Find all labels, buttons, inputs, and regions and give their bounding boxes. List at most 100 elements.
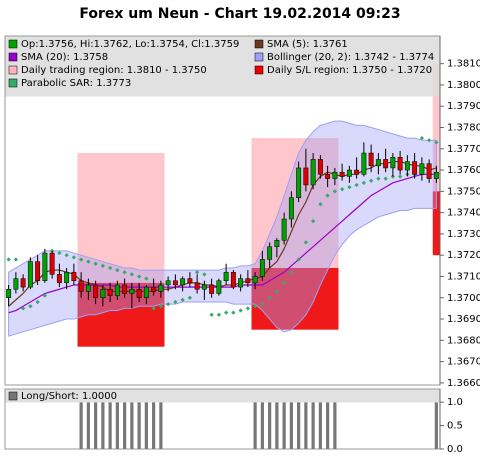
legend-swatch	[8, 39, 18, 49]
legend-box	[5, 389, 440, 403]
y-tick-label: 1.3710	[447, 271, 480, 282]
sar-dot	[282, 280, 287, 285]
bar	[101, 402, 105, 449]
legend-label: Daily S/L region: 1.3750 - 1.3720	[267, 65, 432, 76]
candle-body	[368, 152, 374, 167]
bar	[79, 402, 83, 449]
y-tick-label: 1.3680	[447, 335, 480, 346]
legend-label: Long/Short: 1.0000	[21, 391, 117, 402]
candle-body	[71, 271, 77, 281]
bar	[434, 402, 438, 449]
sar-dot	[180, 297, 185, 302]
candle-body	[346, 169, 352, 177]
candle-body	[238, 278, 244, 288]
candle-body	[143, 286, 149, 298]
bar	[289, 402, 293, 449]
sar-dot	[137, 274, 142, 279]
sar-dot	[296, 257, 301, 262]
candle-body	[281, 218, 287, 241]
sar-dot	[267, 295, 272, 300]
bar	[159, 402, 163, 449]
y-tick-label: 1.0	[447, 397, 463, 408]
candle-body	[129, 288, 135, 294]
sar-dot	[209, 312, 214, 317]
y-tick-label: 1.3770	[447, 144, 480, 155]
bar	[108, 402, 112, 449]
candle-body	[100, 288, 106, 298]
sar-dot	[166, 302, 171, 307]
bar	[304, 402, 308, 449]
bar	[311, 402, 315, 449]
sar-dot	[151, 306, 156, 311]
sar-dot	[361, 180, 366, 185]
legend-label: Parabolic SAR: 1.3773	[21, 78, 131, 89]
candle-body	[180, 278, 186, 286]
bar	[260, 402, 264, 449]
candle-body	[13, 278, 19, 290]
bar	[253, 402, 257, 449]
candle-body	[165, 280, 171, 286]
y-tick-label: 1.3660	[447, 378, 480, 389]
legend-swatch	[8, 78, 18, 88]
candle-body	[288, 197, 294, 220]
candle-body	[49, 252, 55, 275]
candle-body	[20, 278, 26, 288]
sar-dot	[383, 176, 388, 181]
candle-body	[310, 159, 316, 186]
legend-swatch	[254, 52, 264, 62]
sar-dot	[289, 270, 294, 275]
y-tick-label: 1.3780	[447, 123, 480, 134]
candle-body	[223, 271, 229, 281]
candle-body	[426, 163, 432, 179]
candle-body	[85, 284, 91, 292]
candle-body	[303, 167, 309, 186]
sar-dot	[245, 306, 250, 311]
bar	[318, 402, 322, 449]
candle-body	[332, 171, 338, 179]
sar-dot	[311, 219, 316, 224]
sar-dot	[398, 174, 403, 179]
sar-dot	[57, 250, 62, 256]
candle-body	[397, 157, 403, 171]
bar	[275, 402, 279, 449]
sar-dot	[202, 272, 207, 277]
sar-dot	[434, 140, 439, 145]
sar-dot	[376, 176, 381, 181]
candle-body	[245, 278, 251, 284]
candle-body	[6, 288, 12, 298]
candle-body	[187, 278, 193, 284]
candle-body	[172, 280, 178, 286]
candle-body	[35, 261, 41, 281]
y-tick-label: 0.0	[447, 444, 463, 455]
bar	[86, 402, 90, 449]
y-tick-label: 1.3720	[447, 250, 480, 261]
legend-label: SMA (5): 1.3761	[267, 39, 348, 50]
sar-dot	[253, 304, 258, 309]
y-tick-label: 1.3750	[447, 186, 480, 197]
candle-body	[383, 159, 389, 169]
y-tick-label: 1.3810	[447, 59, 480, 70]
bar	[94, 402, 98, 449]
sar-dot	[325, 193, 330, 198]
candle-body	[339, 171, 345, 177]
candle-body	[194, 282, 200, 290]
sar-dot	[369, 178, 374, 183]
y-tick-label: 1.3690	[447, 314, 480, 325]
legend-box	[5, 36, 440, 97]
candle-body	[419, 163, 425, 175]
sar-dot	[216, 312, 221, 317]
bar	[326, 402, 330, 449]
sar-dot	[144, 276, 149, 281]
sl-region	[432, 191, 440, 256]
legend-swatch	[8, 65, 18, 75]
candle-body	[354, 169, 360, 175]
bar	[268, 402, 272, 449]
bar	[123, 402, 127, 449]
y-tick-label: 1.3790	[447, 101, 480, 112]
sar-dot	[340, 187, 345, 192]
candle-body	[296, 167, 302, 198]
candle-body	[158, 284, 164, 292]
legend-swatch	[8, 52, 18, 62]
candle-body	[64, 271, 70, 284]
legend-label: Bollinger (20, 2): 1.3742 - 1.3774	[267, 52, 434, 63]
